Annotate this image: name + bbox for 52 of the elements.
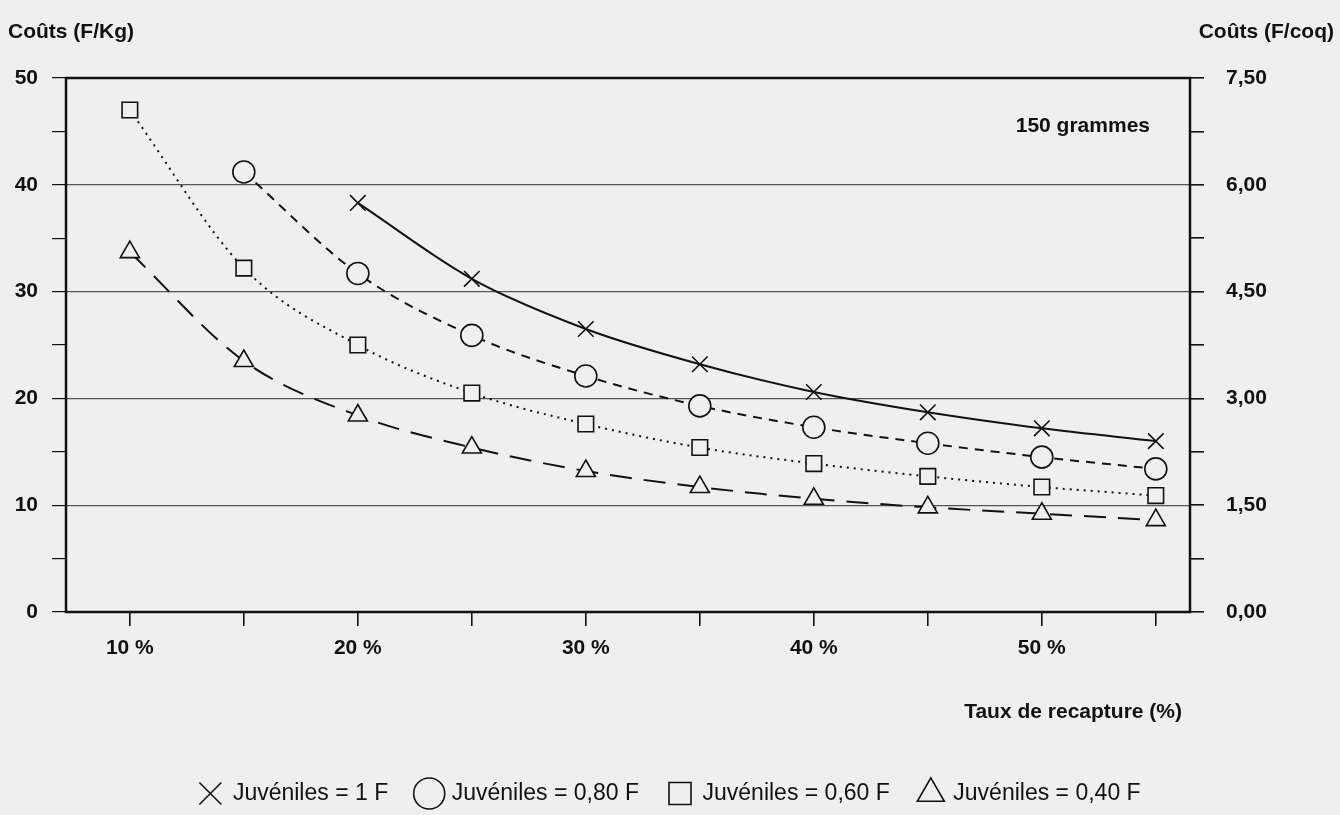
point: [349, 336, 367, 354]
point: [574, 364, 598, 388]
point: [1033, 419, 1051, 437]
point: [121, 101, 139, 119]
annotation: 150 grammes: [1015, 112, 1150, 136]
point: [1030, 445, 1054, 469]
point: [691, 355, 709, 373]
legend-label: Juvéniles = 0,80 F: [451, 778, 640, 805]
point: [235, 259, 253, 277]
point: [1033, 478, 1051, 496]
legend-label: Juvéniles = 1 F: [232, 778, 389, 805]
point: [460, 323, 484, 348]
x-axis-title: Taux de recapture (%): [964, 698, 1182, 722]
x-tick-label: 30 %: [561, 635, 611, 659]
point: [349, 194, 367, 212]
y-tick-label: 40: [14, 171, 38, 195]
legend-label: Juvéniles = 0,40 F: [953, 778, 1141, 805]
point: [1144, 457, 1168, 481]
y2-tick-label: 0,00: [1226, 598, 1267, 622]
point: [1147, 487, 1165, 505]
point: [232, 160, 256, 184]
legend-label: Juvéniles = 0,60 F: [702, 778, 890, 805]
point: [919, 403, 937, 421]
point: [463, 270, 481, 288]
y-tick-label: 50: [14, 64, 38, 88]
point: [577, 320, 595, 338]
point: [688, 394, 712, 418]
point: [805, 383, 823, 401]
point: [802, 415, 826, 440]
x-tick-label: 50 %: [1017, 635, 1067, 659]
y2-tick-label: 7,50: [1226, 64, 1267, 88]
point: [577, 415, 595, 433]
y2-tick-label: 6,00: [1226, 171, 1267, 195]
y2-tick-label: 3,00: [1226, 385, 1267, 409]
point: [919, 467, 937, 485]
y-tick-label: 30: [14, 278, 38, 302]
y-tick-label: 0: [26, 598, 38, 622]
y-tick-label: 10: [14, 492, 38, 515]
y-tick-label: 20: [14, 385, 38, 409]
point: [691, 438, 709, 457]
y2-axis-title: Coûts (F/coq): [1198, 18, 1334, 42]
x-tick-label: 10 %: [105, 635, 155, 659]
x-tick-label: 20 %: [333, 635, 383, 659]
point: [916, 431, 940, 456]
y2-tick-label: 4,50: [1226, 278, 1267, 302]
point: [805, 454, 823, 473]
point: [1147, 432, 1165, 450]
point: [346, 261, 370, 286]
y-axis-title: Coûts (F/Kg): [8, 18, 134, 42]
y2-tick-label: 1,50: [1226, 492, 1267, 515]
x-tick-label: 40 %: [789, 635, 839, 659]
point: [463, 384, 481, 402]
